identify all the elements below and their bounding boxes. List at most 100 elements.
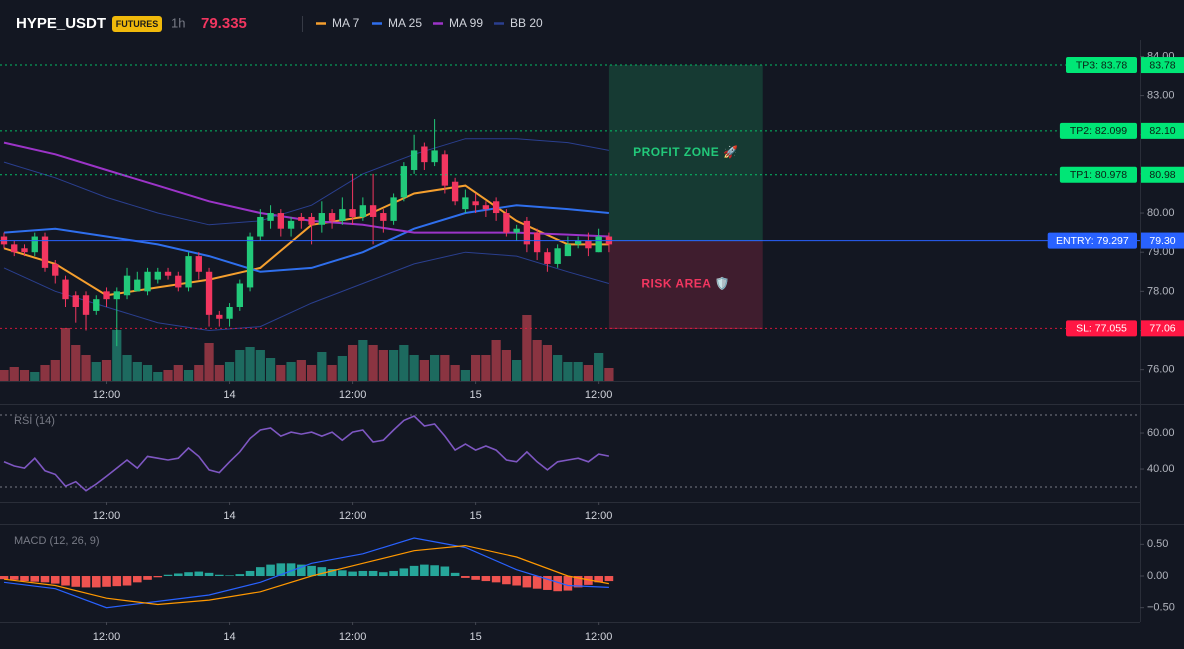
price-tag-label: 83.78: [1149, 59, 1175, 71]
candle-body: [472, 201, 479, 206]
volume-bar: [19, 370, 30, 381]
price-tag-label: 82.10: [1149, 125, 1175, 137]
indicator-line: [3, 138, 609, 226]
x-tick-label: 15: [469, 510, 481, 522]
volume-bar: [183, 370, 194, 381]
macd-line: [3, 537, 609, 609]
histogram-bar: [71, 576, 81, 587]
histogram-bar: [245, 570, 255, 577]
y-tick-label: −0.50: [1147, 602, 1175, 614]
x-tick-label: 12:00: [339, 510, 367, 522]
histogram-bar: [409, 565, 419, 577]
histogram-bar: [491, 576, 501, 583]
histogram-bar: [573, 576, 583, 588]
legend-label: MA 99: [449, 16, 483, 30]
price-tag: [1141, 166, 1184, 183]
candle-body: [144, 271, 151, 292]
histogram-bar: [0, 576, 9, 580]
candle-body: [62, 279, 69, 300]
histogram-bar: [235, 574, 245, 577]
candle-body: [513, 228, 520, 233]
zone: [608, 240, 763, 329]
histogram-bar: [317, 567, 327, 577]
y-tick-label: 78.00: [1147, 285, 1175, 297]
candle-body: [195, 256, 202, 272]
candle-body: [318, 213, 326, 225]
histogram-bar: [379, 572, 388, 577]
histogram-bar: [327, 569, 337, 577]
histogram-bar: [481, 576, 491, 582]
candle-body: [349, 209, 356, 217]
histogram-bar: [604, 576, 614, 582]
volume-bar: [204, 343, 214, 381]
candle-body: [257, 216, 264, 237]
volume-bar: [194, 365, 204, 381]
price-tag: [1141, 122, 1184, 139]
histogram-bar: [132, 576, 142, 583]
candle-body: [41, 236, 49, 268]
volume-bar: [429, 355, 440, 381]
y-tick-label: 76.00: [1147, 364, 1175, 376]
x-tick-label: 12:00: [585, 389, 613, 401]
candle-body: [482, 205, 490, 210]
volume-bar: [399, 345, 409, 381]
level-tag: [1059, 166, 1137, 183]
histogram-bar: [389, 570, 398, 577]
x-tick-label: 12:00: [339, 389, 367, 401]
volume-bar: [50, 360, 60, 381]
histogram-bar: [91, 576, 101, 588]
histogram-bar: [20, 576, 29, 582]
histogram-bar: [40, 576, 50, 583]
candle-body: [103, 291, 110, 300]
volume-bar: [306, 365, 317, 381]
candle-body: [554, 248, 561, 264]
volume-bar: [471, 355, 481, 381]
volume-bar: [522, 315, 532, 381]
histogram-bar: [266, 564, 275, 577]
candle-body: [21, 248, 28, 253]
volume-bar: [573, 362, 583, 381]
histogram-bar: [112, 576, 122, 587]
y-tick-label: 0.00: [1147, 570, 1168, 582]
histogram-bar: [286, 563, 296, 577]
x-tick-label: 12:00: [585, 510, 613, 522]
x-tick-label: 12:00: [339, 631, 367, 643]
candle-body: [134, 279, 141, 292]
macd-line: [3, 544, 610, 606]
y-tick-label: 79.00: [1147, 246, 1175, 258]
volume-bar: [81, 355, 91, 381]
x-tick-label: 14: [223, 510, 235, 522]
volume-bar: [153, 372, 163, 381]
candle-body: [410, 150, 418, 170]
candle-body: [154, 271, 161, 280]
x-tick-label: 12:00: [93, 510, 121, 522]
volume-bar: [255, 350, 265, 381]
histogram-bar: [348, 571, 357, 577]
candle-body: [205, 271, 213, 315]
histogram-bar: [163, 574, 173, 577]
candle-body: [359, 205, 367, 217]
histogram-bar: [368, 570, 378, 577]
volume-bar: [286, 362, 296, 381]
histogram-bar: [9, 576, 19, 580]
level-label: SL: 77.055: [1076, 323, 1127, 335]
volume-bar: [491, 340, 501, 381]
volume-bar: [532, 340, 542, 381]
candle-body: [236, 283, 243, 308]
level-label: TP2: 82.099: [1070, 125, 1127, 137]
x-tick-label: 14: [223, 631, 235, 643]
volume-bar: [40, 365, 50, 381]
volume-bar: [327, 365, 337, 381]
volume-bar: [276, 365, 286, 381]
candle-body: [441, 154, 449, 186]
candle-body: [31, 236, 38, 253]
volume-bar: [563, 362, 573, 381]
histogram-bar: [214, 574, 224, 577]
volume-bar: [235, 350, 245, 381]
candle-body: [123, 275, 131, 296]
volume-bar: [460, 370, 470, 381]
zone-label: PROFIT ZONE 🚀: [633, 145, 738, 159]
histogram-bar: [276, 563, 286, 577]
volume-bar: [91, 362, 101, 381]
candle-body: [175, 275, 182, 288]
